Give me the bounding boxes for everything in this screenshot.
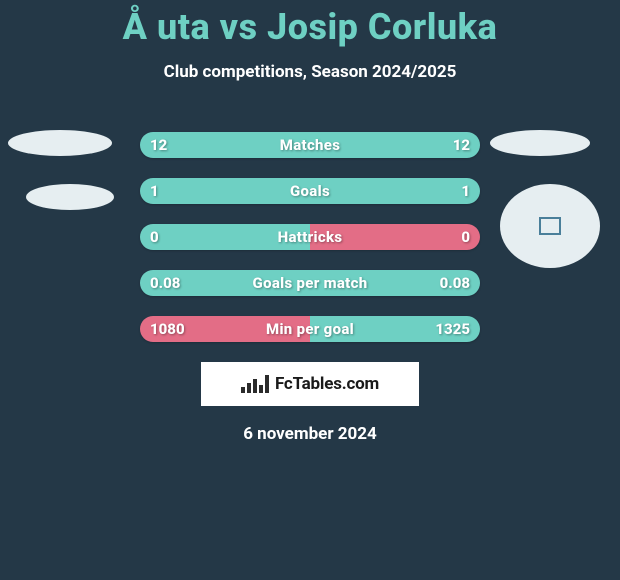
stat-value-right: 0 — [461, 228, 470, 246]
stat-row: 0.08 Goals per match 0.08 — [140, 270, 480, 296]
image-placeholder-icon — [539, 217, 561, 235]
snapshot-date: 6 november 2024 — [0, 424, 620, 444]
stat-row: 12 Matches 12 — [140, 132, 480, 158]
stat-value-right: 0.08 — [440, 274, 470, 292]
stat-value-left: 1080 — [150, 320, 185, 338]
fctables-logo-icon — [241, 375, 269, 393]
stat-label: Goals — [290, 182, 330, 200]
stat-row-inner: 0.08 Goals per match 0.08 — [140, 270, 480, 296]
fctables-brand: FcTables.com — [201, 362, 419, 406]
stat-row-inner: 1 Goals 1 — [140, 178, 480, 204]
stat-value-right: 1 — [461, 182, 470, 200]
stat-row: 1 Goals 1 — [140, 178, 480, 204]
stat-value-left: 0.08 — [150, 274, 180, 292]
stat-value-right: 1325 — [435, 320, 470, 338]
stat-value-right: 12 — [453, 136, 470, 154]
stats-comparison-chart: 12 Matches 12 1 Goals 1 0 Hattricks 0 0.08 Goals p… — [140, 132, 480, 342]
stat-label: Matches — [280, 136, 340, 154]
stat-label: Min per goal — [266, 320, 354, 338]
stat-row: 0 Hattricks 0 — [140, 224, 480, 250]
stat-value-left: 0 — [150, 228, 159, 246]
page-title: Å uta vs Josip Corluka — [0, 6, 620, 48]
fctables-brand-text: FcTables.com — [275, 374, 379, 394]
stat-row-inner: 12 Matches 12 — [140, 132, 480, 158]
decor-ellipse — [26, 184, 114, 210]
stat-row-inner: 0 Hattricks 0 — [140, 224, 480, 250]
decor-ellipse — [8, 130, 112, 156]
stat-label: Goals per match — [253, 274, 368, 292]
stat-label: Hattricks — [278, 228, 343, 246]
stat-row: 1080 Min per goal 1325 — [140, 316, 480, 342]
stat-row-inner: 1080 Min per goal 1325 — [140, 316, 480, 342]
player-badge-right — [500, 184, 600, 268]
stat-value-left: 12 — [150, 136, 167, 154]
decor-ellipse — [490, 130, 590, 156]
competition-subtitle: Club competitions, Season 2024/2025 — [0, 62, 620, 82]
stat-value-left: 1 — [150, 182, 159, 200]
